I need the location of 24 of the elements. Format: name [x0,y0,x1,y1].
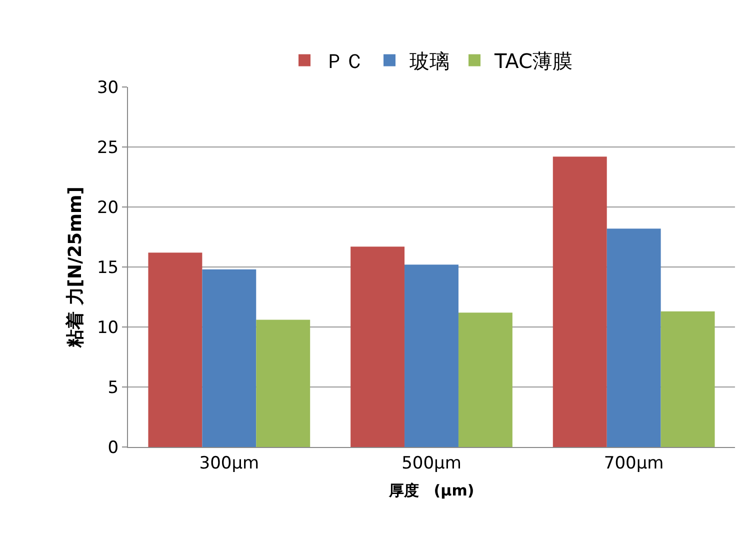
bar [256,320,310,447]
y-tick-label: 10 [96,318,119,338]
x-tick-label: 500μm [402,453,462,474]
legend-label: TAC薄膜 [494,49,572,74]
bar [404,264,458,447]
y-axis-title: 粘着 力[N/25mm] [65,186,86,348]
legend-label: ＰＣ [324,49,364,74]
y-tick-label: 0 [108,438,119,458]
bar [458,312,512,447]
y-tick-label: 20 [96,198,119,218]
bar [606,228,661,447]
bar [148,252,202,447]
bar [552,156,607,447]
bar [660,311,715,447]
y-tick-label: 30 [96,78,119,98]
y-tick-label: 5 [108,378,119,398]
bar [350,246,405,447]
legend-label: 玻璃 [410,49,450,74]
x-tick-label: 700μm [604,453,664,474]
x-tick-label: 300μm [199,453,260,474]
y-tick-label: 25 [96,138,119,158]
bar [202,269,256,447]
x-axis-title: 厚度 (μm) [388,481,474,500]
y-tick-label: 15 [96,258,119,278]
